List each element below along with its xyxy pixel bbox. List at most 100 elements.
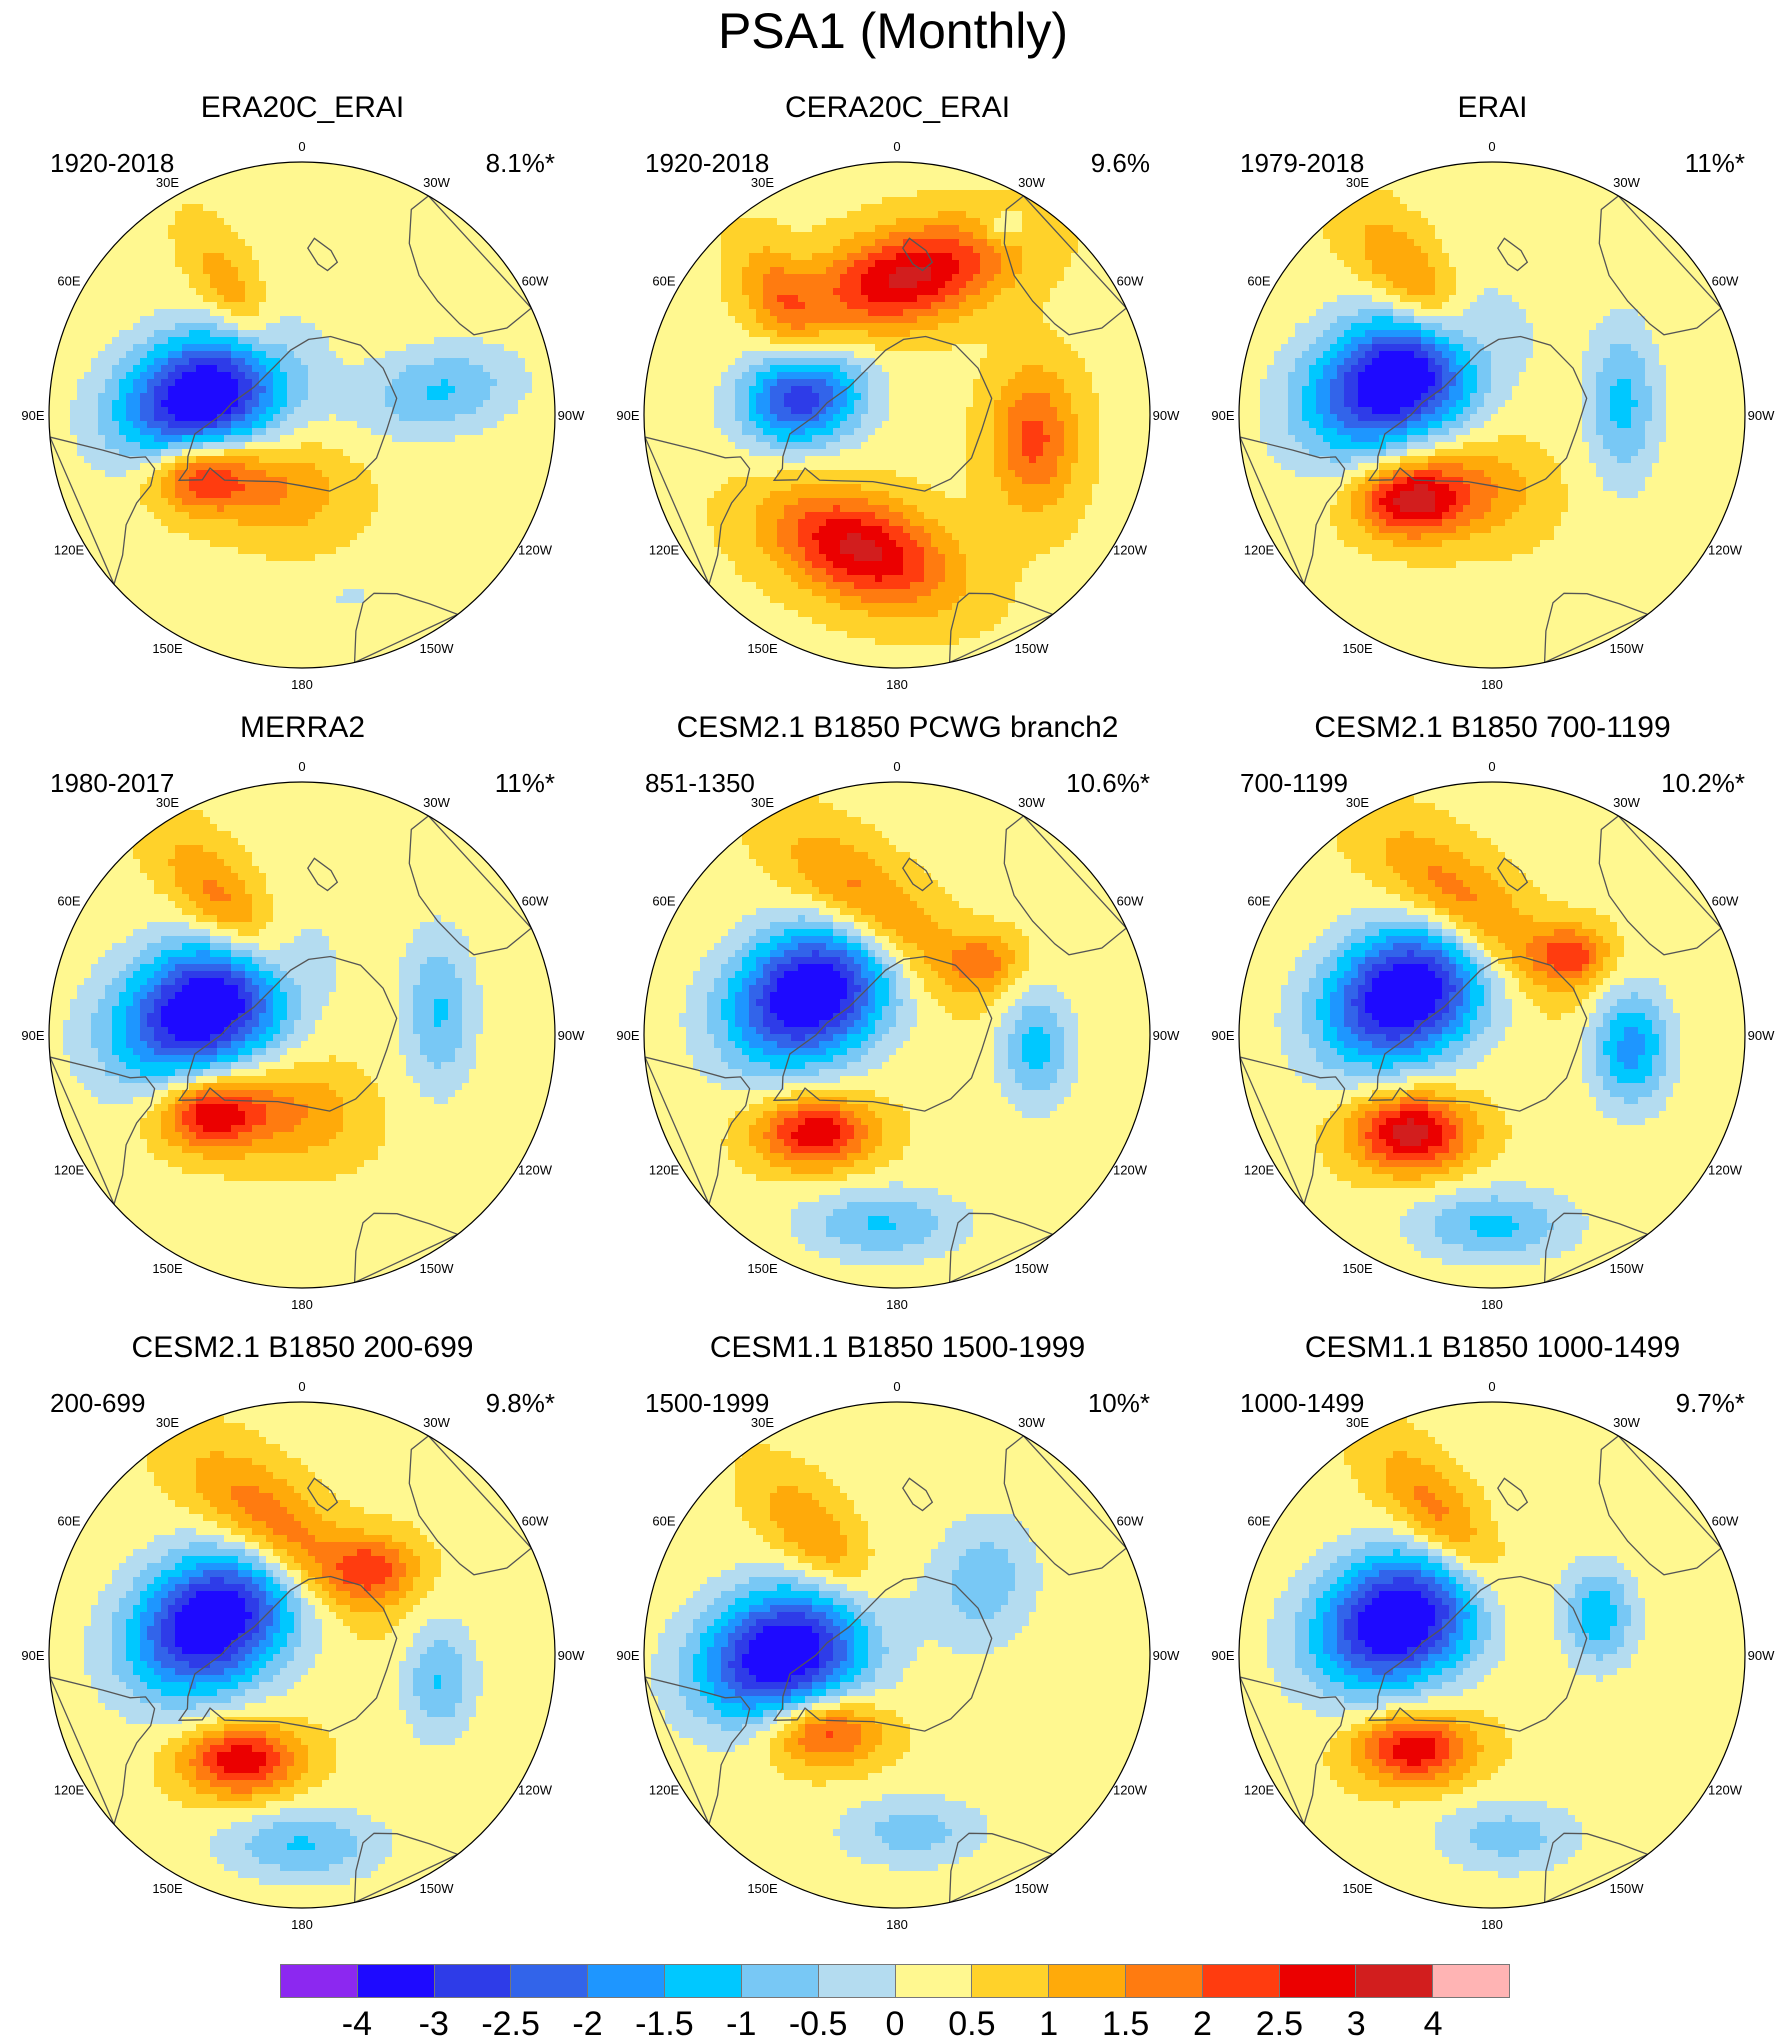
colorbar-box [358,1965,435,1997]
colorbar-label: 3 [1347,2006,1366,2042]
longitude-label: 90E [616,408,639,423]
longitude-label: 150W [1610,1881,1645,1896]
longitude-label: 30W [1613,795,1640,810]
colorbar-box [1049,1965,1126,1997]
longitude-label: 150W [420,1261,455,1276]
longitude-label: 180 [886,677,908,690]
longitude-label: 150W [1610,1261,1645,1276]
longitude-label: 150E [1342,641,1373,656]
longitude-label: 180 [1481,677,1503,690]
longitude-label: 0 [1488,759,1495,774]
longitude-label: 30W [423,795,450,810]
longitude-label: 150W [1015,1261,1050,1276]
colorbar-box [588,1965,665,1997]
longitude-label: 90E [21,408,44,423]
colorbar-label: -1.5 [635,2006,694,2042]
colorbar-label: 2.5 [1256,2006,1303,2042]
colorbar-label: 0 [886,2006,905,2042]
longitude-label: 0 [298,759,305,774]
colorbar-label: -2 [572,2006,602,2042]
colorbar-box [896,1965,973,1997]
colorbar-box [665,1965,742,1997]
longitude-label: 60W [522,274,549,289]
colorbar-label: -0.5 [789,2006,848,2042]
longitude-label: 120E [649,1783,680,1798]
longitude-label: 120W [518,1163,553,1178]
longitude-label: 180 [291,1297,313,1310]
longitude-label: 150E [152,1261,183,1276]
colorbar-boxes [280,1964,1510,1998]
longitude-label: 30W [423,1415,450,1430]
longitude-label: 60W [1117,1514,1144,1529]
longitude-label: 30E [751,175,774,190]
colorbar-label: 2 [1193,2006,1212,2042]
longitude-label: 120E [649,543,680,558]
colorbar-box [1203,1965,1280,1997]
longitude-label: 60E [652,274,675,289]
longitude-label: 180 [886,1297,908,1310]
longitude-label: 90W [1748,1648,1775,1663]
longitude-label: 0 [298,1379,305,1394]
longitude-label: 120E [1244,1783,1275,1798]
longitude-label: 60W [522,894,549,909]
longitude-label: 90W [558,408,585,423]
longitude-label: 150E [747,1881,778,1896]
longitude-label: 0 [893,759,900,774]
longitude-label: 180 [886,1917,908,1930]
longitude-label: 30W [1018,175,1045,190]
colorbar-label: 1 [1039,2006,1058,2042]
longitude-label: 90W [1153,1028,1180,1043]
longitude-label: 60E [1247,274,1270,289]
longitude-label: 30E [1346,795,1369,810]
longitude-label: 90E [616,1648,639,1663]
longitude-label: 90E [1211,408,1234,423]
colorbar [280,1964,1510,1998]
longitude-label: 90E [616,1028,639,1043]
longitude-label: 150E [152,1881,183,1896]
longitude-label: 150E [747,1261,778,1276]
colorbar-box [435,1965,512,1997]
longitude-label: 30W [1018,795,1045,810]
longitude-label: 90E [1211,1028,1234,1043]
colorbar-box [1356,1965,1433,1997]
longitude-label: 120E [54,543,85,558]
longitude-label: 120E [649,1163,680,1178]
colorbar-box [281,1965,358,1997]
colorbar-box [742,1965,819,1997]
longitude-label: 60W [522,1514,549,1529]
colorbar-label: 1.5 [1102,2006,1149,2042]
longitude-label: 90W [1153,1648,1180,1663]
longitude-label: 90W [1153,408,1180,423]
colorbar-box [819,1965,896,1997]
colorbar-label: 0.5 [948,2006,995,2042]
longitude-label: 60W [1117,894,1144,909]
longitude-label: 90E [1211,1648,1234,1663]
longitude-label: 150W [1015,641,1050,656]
longitude-label: 150W [420,641,455,656]
longitude-label: 150W [1610,641,1645,656]
colorbar-label: -2.5 [481,2006,540,2042]
longitude-label: 30E [156,795,179,810]
longitude-label: 120W [1708,1163,1743,1178]
longitude-label: 120W [1708,1783,1743,1798]
longitude-label: 150W [420,1881,455,1896]
longitude-label: 0 [893,1379,900,1394]
longitude-label: 150E [1342,1261,1373,1276]
colorbar-label: 4 [1424,2006,1443,2042]
longitude-label: 120E [1244,543,1275,558]
longitude-label: 60E [652,1514,675,1529]
